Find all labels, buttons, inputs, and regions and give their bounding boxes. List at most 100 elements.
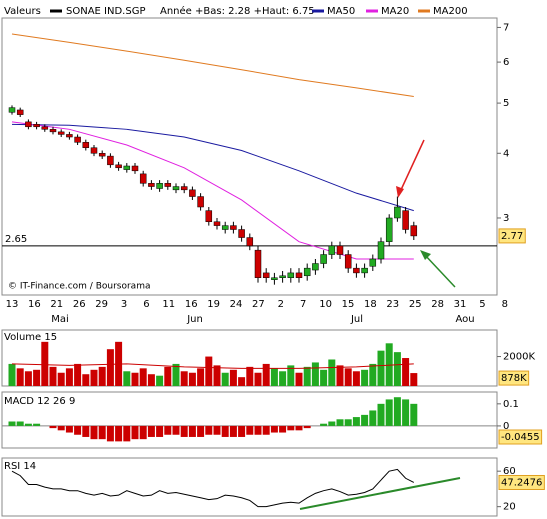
- candle-body: [410, 225, 418, 237]
- bar: [279, 371, 287, 386]
- legend-label: MA20: [381, 6, 409, 17]
- x-tick-label: 26: [73, 299, 86, 310]
- candle-body: [148, 183, 155, 187]
- candle-body: [205, 210, 213, 223]
- candle-body: [377, 241, 385, 260]
- bar: [164, 425, 172, 435]
- bar: [352, 371, 360, 386]
- month-label: Jun: [186, 314, 203, 325]
- bar: [180, 371, 188, 386]
- bar: [164, 366, 172, 386]
- header-symbol: SONAE IND.SGP: [66, 6, 145, 17]
- bar: [393, 352, 401, 386]
- bar: [402, 358, 410, 386]
- bar: [303, 425, 311, 429]
- x-tick-label: 15: [342, 299, 355, 310]
- bar: [246, 366, 254, 386]
- x-tick-label: 10: [319, 299, 332, 310]
- x-tick-label: 5: [479, 299, 485, 310]
- bar: [262, 363, 270, 386]
- candle-body: [172, 186, 180, 191]
- bar: [106, 349, 114, 386]
- x-tick-label: 21: [50, 299, 63, 310]
- candle-body: [16, 109, 24, 115]
- x-tick-label: 6: [143, 299, 149, 310]
- moving-average: [11, 33, 414, 97]
- header-range: Année +Bas: 2.28 +Haut: 6.75: [160, 5, 315, 17]
- bar: [123, 425, 131, 442]
- x-tick-label: 7: [300, 299, 306, 310]
- bar: [361, 369, 369, 386]
- month-label: Mai: [51, 314, 69, 325]
- candle-body: [213, 221, 221, 226]
- bar: [74, 363, 82, 386]
- y-tick-label: 5: [503, 98, 509, 109]
- bar: [197, 368, 205, 386]
- x-tick-label: 27: [252, 299, 265, 310]
- candle-body: [164, 183, 172, 187]
- annotation-arrow: [399, 139, 425, 193]
- x-tick-label: 11: [162, 299, 175, 310]
- bar: [287, 425, 295, 431]
- bar: [369, 363, 377, 386]
- bar: [270, 425, 278, 433]
- legend-label: MA50: [327, 6, 355, 17]
- candle-body: [385, 217, 393, 242]
- candle-body: [8, 107, 16, 113]
- bar: [320, 423, 328, 426]
- bar: [33, 369, 41, 386]
- candle-body: [123, 165, 131, 170]
- bar: [41, 341, 49, 386]
- bar: [131, 425, 139, 440]
- bar: [328, 421, 336, 426]
- bar: [65, 425, 73, 433]
- candle-body: [74, 136, 81, 143]
- candle-body: [98, 153, 106, 157]
- bar: [385, 399, 393, 426]
- annotation-arrow: [423, 253, 456, 288]
- bar: [106, 425, 114, 442]
- bar: [90, 369, 98, 386]
- panel-label: Volume 15: [4, 332, 57, 343]
- candle-body: [238, 229, 245, 238]
- candle-body: [279, 275, 286, 278]
- x-tick-label: 8: [502, 299, 508, 310]
- credit: © IT-Finance.com / Boursorama: [8, 282, 150, 292]
- bar: [49, 425, 57, 429]
- bar: [336, 419, 344, 426]
- month-label: Jul: [350, 314, 363, 325]
- y-tick-label: 7: [503, 22, 509, 33]
- bar: [180, 425, 188, 437]
- candle-body: [353, 267, 360, 274]
- y-tick-label: 0: [503, 421, 509, 432]
- x-tick-label: 13: [6, 299, 19, 310]
- candle-body: [131, 165, 139, 172]
- x-tick-label: 29: [95, 299, 108, 310]
- rsi-line: [11, 468, 415, 508]
- bar: [16, 421, 24, 426]
- bar: [328, 359, 336, 386]
- moving-average: [11, 121, 414, 260]
- candle-body: [189, 189, 196, 197]
- bar: [57, 372, 65, 386]
- price-panel: [1, 17, 498, 296]
- x-tick-label: 19: [207, 299, 220, 310]
- bar: [369, 410, 377, 426]
- x-tick-label: 28: [431, 299, 444, 310]
- last-rsi: 47.2476: [501, 477, 542, 488]
- macd-panel: [1, 391, 498, 449]
- bar: [410, 403, 418, 426]
- bar: [311, 362, 319, 386]
- candle-body: [66, 134, 73, 138]
- candle-body: [369, 258, 377, 267]
- candle-body: [41, 126, 49, 130]
- x-tick-label: 23: [386, 299, 399, 310]
- bar: [352, 417, 360, 426]
- bar: [295, 372, 303, 386]
- reference-label: 2.65: [5, 234, 27, 245]
- candle-body: [320, 254, 327, 264]
- bar: [33, 423, 41, 426]
- legend-label: MA200: [433, 6, 468, 17]
- last-price: 2.77: [501, 231, 523, 242]
- bar: [205, 425, 213, 435]
